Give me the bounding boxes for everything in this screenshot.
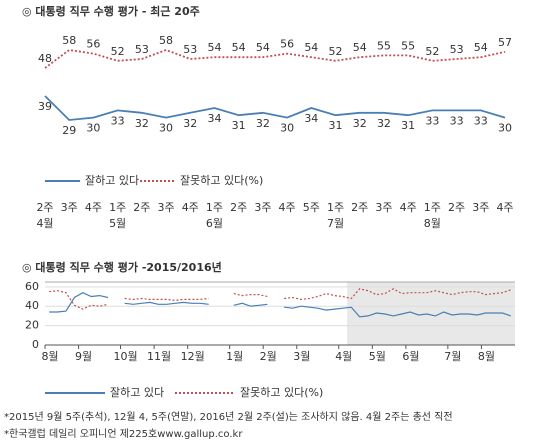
data-label: 54 [207,41,221,54]
data-label: 32 [377,117,391,130]
data-label: 29 [62,124,76,137]
series-line [44,95,506,121]
x-tick-label: 4주 [496,201,513,214]
data-label: 56 [86,38,100,51]
x-tick-label: 2주 [36,201,53,214]
chart-title: ◎ 대통령 직무 수행 평가 - 최근 20주 [22,4,200,18]
x-tick-label: 8월 [478,350,495,363]
x-month-label: 4월 [36,217,53,230]
data-label: 48 [38,52,52,65]
data-label: 31 [232,119,246,132]
data-label: 53 [135,43,149,56]
x-tick-label: 1주 [327,201,344,214]
y-tick-label: 20 [25,319,39,332]
data-label: 55 [377,39,391,52]
x-tick-label: 4주 [279,201,296,214]
x-tick-label: 1주 [424,201,441,214]
data-label: 54 [353,41,367,54]
data-label: 58 [62,34,76,47]
data-label: 30 [86,122,100,135]
x-tick-label: 4주 [85,201,102,214]
data-label: 31 [401,119,415,132]
data-label: 54 [232,41,246,54]
data-label: 53 [183,43,197,56]
data-label: 52 [111,45,125,58]
legend-label: 잘못하고 있다(%) [180,173,263,187]
data-label: 33 [474,114,488,127]
x-tick-label: 3주 [472,201,489,214]
x-tick-label: 4주 [400,201,417,214]
footnote: *한국갤럽 데일리 오피니언 제225호www.gallup.co.kr [4,428,243,440]
data-label: 57 [498,36,512,49]
x-tick-label: 3주 [254,201,271,214]
x-tick-label: 4주 [182,201,199,214]
data-label: 52 [425,45,439,58]
x-tick-label: 9월 [75,350,92,363]
x-tick-label: 10월 [113,350,137,363]
data-label: 58 [159,34,173,47]
x-tick-label: 5주 [303,201,320,214]
chart-title: ◎ 대통령 직무 수행 평가 -2015/2016년 [22,260,222,274]
data-label: 39 [38,100,52,113]
data-label: 54 [474,41,488,54]
x-tick-label: 11월 [147,350,171,363]
x-tick-label: 4월 [335,350,352,363]
x-tick-label: 6월 [402,350,419,363]
series-line [44,49,506,69]
data-label: 30 [498,122,512,135]
data-label: 55 [401,39,415,52]
data-label: 33 [450,114,464,127]
x-tick-label: 8월 [41,350,58,363]
footnote: *2015년 9월 5주(추석), 12월 4, 5주(연말), 2016년 2… [4,410,453,423]
legend-label: 잘못하고 있다(%) [240,385,323,399]
x-month-label: 5월 [109,217,126,230]
series-line [49,292,511,318]
x-tick-label: 3주 [61,201,78,214]
x-tick-label: 1주 [109,201,126,214]
data-label: 32 [183,117,197,130]
x-tick-label: 3주 [375,201,392,214]
x-tick-label: 2월 [260,350,277,363]
x-month-label: 7월 [327,217,344,230]
x-month-label: 8월 [424,217,441,230]
x-tick-label: 7월 [444,350,461,363]
data-label: 53 [450,43,464,56]
data-label: 32 [353,117,367,130]
legend-label: 잘하고 있다 [85,173,139,187]
data-label: 34 [304,112,318,125]
x-tick-label: 2주 [230,201,247,214]
series-line [49,288,511,310]
data-label: 34 [207,112,221,125]
data-label: 56 [280,38,294,51]
x-tick-label: 2주 [133,201,150,214]
x-tick-label: 5월 [369,350,386,363]
data-label: 54 [304,41,318,54]
data-label: 54 [256,41,270,54]
x-tick-label: 2주 [448,201,465,214]
data-label: 32 [256,117,270,130]
x-tick-label: 3주 [157,201,174,214]
y-tick-label: 60 [25,280,39,293]
y-tick-label: 40 [25,299,39,312]
legend-label: 잘하고 있다 [110,385,164,399]
data-label: 52 [329,45,343,58]
data-label: 30 [159,122,173,135]
x-tick-label: 1주 [206,201,223,214]
data-label: 33 [425,114,439,127]
y-tick-label: 0 [32,338,39,351]
data-label: 30 [280,122,294,135]
x-tick-label: 2주 [351,201,368,214]
data-label: 33 [111,114,125,127]
x-tick-label: 12월 [181,350,205,363]
x-tick-label: 3월 [293,350,310,363]
data-label: 31 [329,119,343,132]
data-label: 32 [135,117,149,130]
x-tick-label: 1월 [226,350,243,363]
x-month-label: 6월 [206,217,223,230]
